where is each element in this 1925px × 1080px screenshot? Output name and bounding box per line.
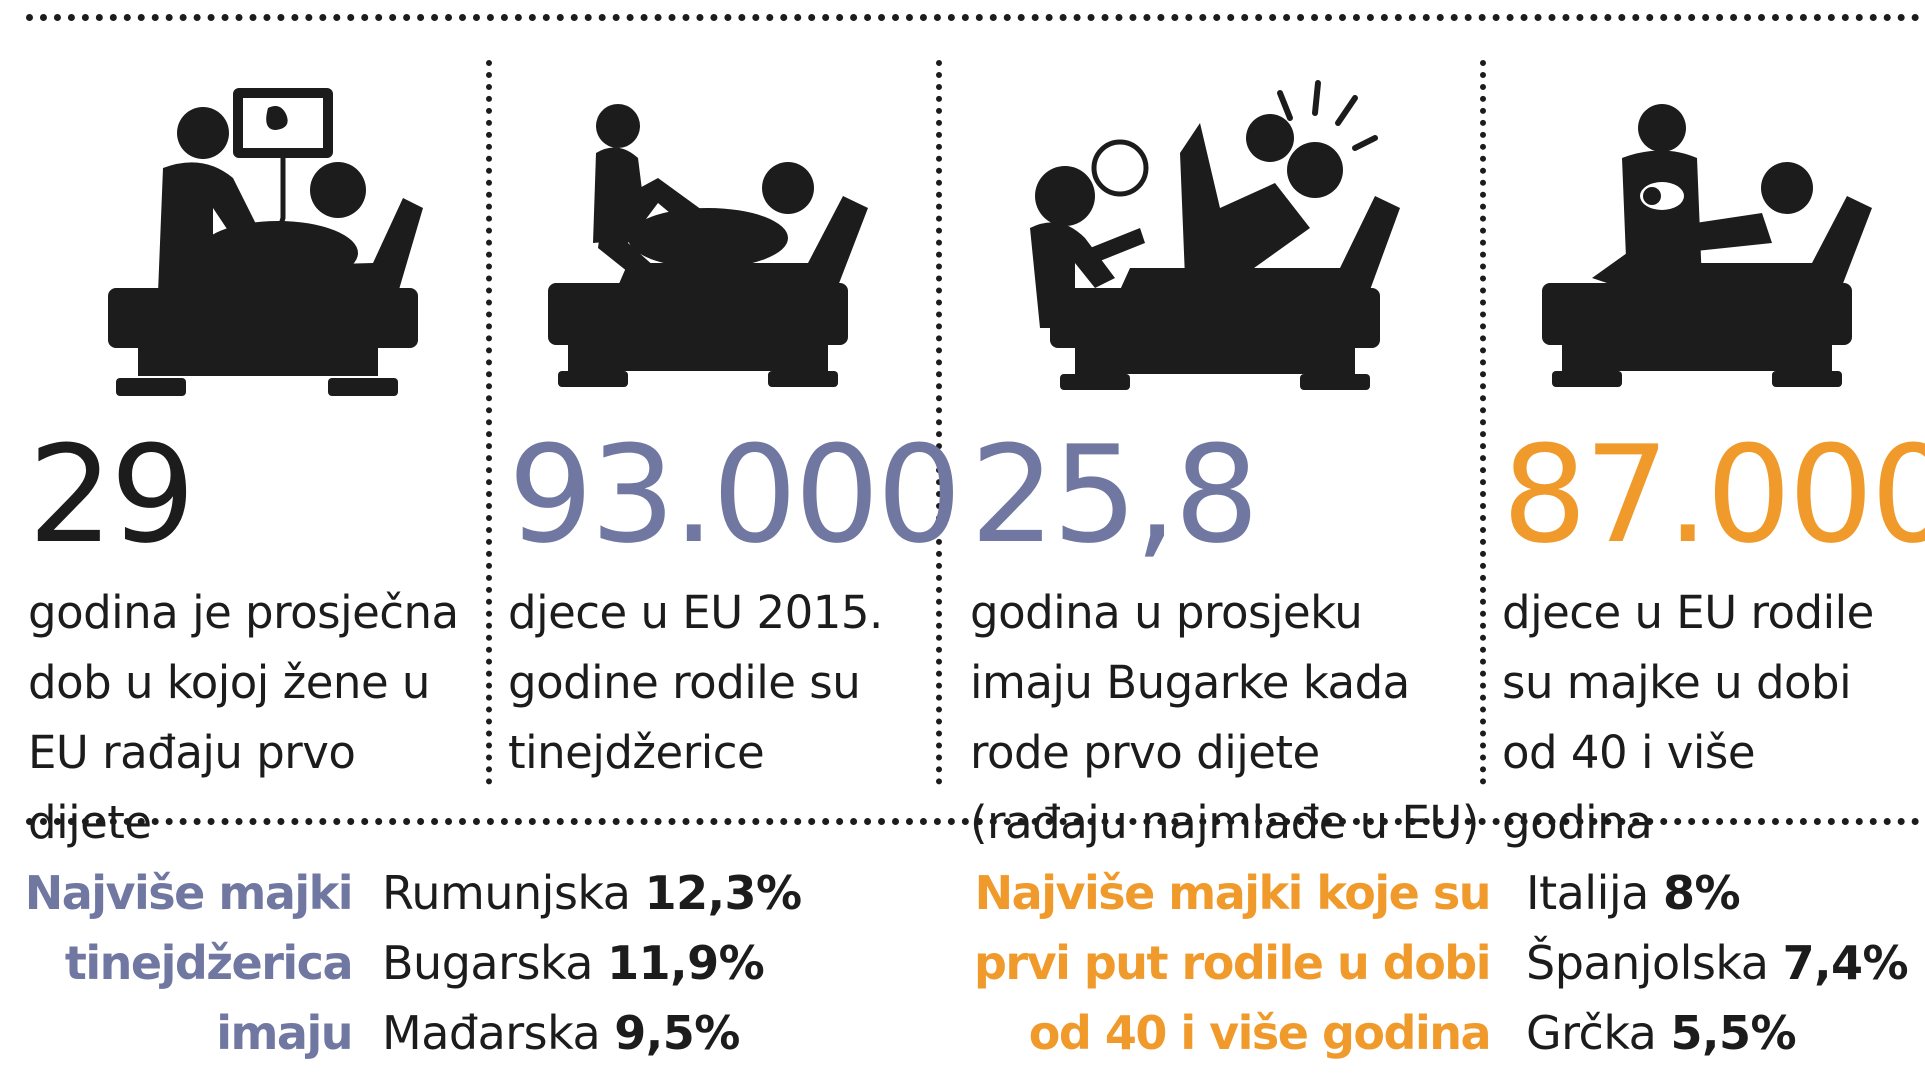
stat-description: godina u prosjeku imaju Bugarke kada rod… [970,586,1479,849]
middle-dotted-divider [26,818,1920,825]
stat-value: 87.000 [1502,417,1925,573]
column-divider-1 [486,60,492,785]
stat-column-4: 87.000 djece u EU rodile su majke u dobi… [1502,60,1925,849]
stat-column-2: 93.000 djece u EU 2015. godine rodile su… [508,60,962,790]
stat-value: 93.000 [508,417,962,573]
list-item: Španjolska 7,4% [1526,936,1909,990]
teen-mothers-list: Rumunjska 12,3% Bugarska 11,9% Mađarska … [382,858,802,1068]
stat-description: godina je prosječna dob u kojoj žene u E… [28,586,459,849]
older-mothers-list: Italija 8% Španjolska 7,4% Grčka 5,5% [1526,858,1909,1068]
ultrasound-exam-icon [28,78,478,418]
older-mothers-heading: Najviše majki koje su prvi put rodile u … [973,866,1492,1060]
list-item: Mađarska 9,5% [382,1006,740,1060]
stat-column-1: 29 godina je prosječna dob u kojoj žene … [28,60,478,849]
teen-birth-icon [508,78,928,418]
column-divider-2 [936,60,942,785]
top-dotted-divider [26,14,1920,21]
column-divider-3 [1480,60,1486,785]
labor-delivery-icon [970,78,1470,418]
list-item: Rumunjska 12,3% [382,866,802,920]
stat-column-3: 25,8 godina u prosjeku imaju Bugarke kad… [970,60,1479,849]
stat-description: djece u EU rodile su majke u dobi od 40 … [1502,586,1874,849]
stat-value: 25,8 [970,417,1259,573]
mother-newborn-icon [1502,78,1920,418]
stat-value: 29 [28,417,196,573]
stat-description: djece u EU 2015. godine rodile su tinejd… [508,586,883,779]
list-item: Italija 8% [1526,866,1741,920]
list-item: Bugarska 11,9% [382,936,765,990]
list-item: Grčka 5,5% [1526,1006,1797,1060]
teen-mothers-heading: Najviše majki tinejdžerica imaju [24,866,354,1060]
